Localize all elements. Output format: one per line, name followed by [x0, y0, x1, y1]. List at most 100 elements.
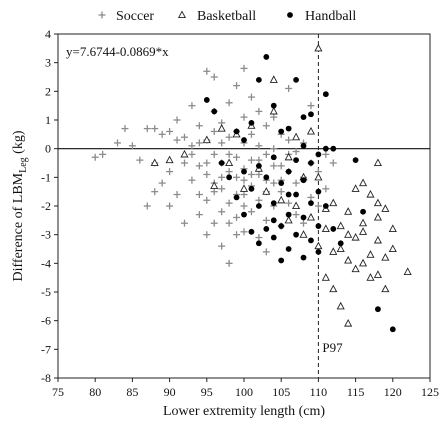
data-point-soccer: [225, 150, 233, 158]
data-point-handball: [389, 326, 396, 333]
y-tick-label: -6: [41, 314, 51, 328]
data-point-handball: [322, 203, 329, 209]
data-point-basketball: [336, 301, 345, 310]
data-point-soccer: [151, 125, 159, 133]
data-point-handball: [293, 231, 299, 238]
data-point-soccer: [218, 208, 226, 216]
data-point-handball: [315, 223, 322, 229]
legend-item-basketball: Basketball: [177, 9, 256, 24]
data-point-soccer: [285, 84, 293, 92]
y-tick-label: -3: [41, 228, 51, 242]
x-tick-label: 85: [126, 385, 138, 399]
y-tick-label: 0: [45, 142, 51, 156]
data-point-soccer: [255, 156, 263, 164]
data-point-handball: [315, 188, 322, 195]
data-point-soccer: [329, 159, 337, 167]
data-point-soccer: [285, 199, 293, 207]
data-point-soccer: [247, 156, 255, 164]
data-point-soccer: [300, 219, 308, 227]
data-point-basketball: [284, 215, 293, 224]
data-point-soccer: [210, 219, 218, 227]
data-point-basketball: [299, 230, 308, 238]
data-point-handball: [285, 246, 292, 252]
data-point-handball: [300, 142, 307, 149]
data-point-handball: [233, 194, 240, 201]
data-point-soccer: [218, 242, 226, 250]
data-point-soccer: [203, 170, 211, 178]
data-point-soccer: [195, 139, 203, 147]
data-point-soccer: [255, 170, 263, 178]
regression-equation: y=7.6744-0.0869*x: [66, 44, 169, 59]
data-point-soccer: [240, 176, 248, 184]
data-point-basketball: [329, 284, 338, 293]
data-point-basketball: [269, 106, 278, 115]
data-point-basketball: [262, 187, 271, 195]
data-point-handball: [300, 254, 307, 261]
data-point-soccer: [136, 156, 144, 164]
data-point-handball: [285, 168, 292, 175]
data-point-basketball: [239, 184, 249, 192]
data-point-handball: [300, 214, 307, 221]
data-point-basketball: [292, 132, 301, 141]
data-point-basketball: [329, 247, 338, 255]
data-point-soccer: [173, 136, 181, 144]
data-point-soccer: [225, 133, 233, 141]
data-point-soccer: [247, 208, 255, 216]
x-tick-label: 110: [310, 385, 328, 399]
data-point-basketball: [329, 198, 338, 207]
data-point-basketball: [284, 152, 293, 161]
legend-label-handball: Handball: [305, 9, 356, 24]
data-point-handball: [241, 137, 247, 143]
y-tick-label: 3: [45, 56, 51, 70]
data-point-handball: [360, 208, 366, 215]
y-axis-title-main: Difference of LBM: [11, 172, 26, 281]
data-point-soccer: [166, 127, 174, 135]
legend-symbol-basketball: [177, 10, 187, 19]
data-point-handball: [300, 114, 307, 121]
data-point-soccer: [143, 202, 151, 210]
data-point-basketball: [366, 250, 375, 258]
data-point-handball: [233, 128, 240, 135]
data-point-basketball: [381, 204, 390, 212]
data-point-basketball: [381, 253, 390, 261]
data-point-basketball: [373, 212, 382, 221]
data-point-handball: [203, 97, 210, 103]
data-point-soccer: [218, 185, 226, 193]
data-point-handball: [375, 306, 381, 313]
x-tick-label: 75: [52, 385, 64, 399]
data-point-handball: [278, 180, 285, 186]
data-point-basketball: [321, 224, 330, 232]
data-point-soccer: [210, 127, 218, 135]
data-point-soccer: [203, 196, 211, 204]
data-point-handball: [322, 91, 329, 98]
data-point-basketball: [344, 207, 353, 215]
data-point-handball: [263, 226, 270, 232]
data-point-soccer: [255, 196, 263, 204]
x-axis: 75 80 85 90 95 100 105 110 115 120 125: [52, 378, 439, 399]
data-point-handball: [308, 160, 314, 166]
data-point-soccer: [225, 168, 233, 176]
legend-marker-soccer: [98, 11, 106, 19]
legend: Soccer Basketball Handball: [98, 9, 356, 24]
y-tick-label: -2: [41, 199, 51, 213]
data-point-soccer: [255, 142, 263, 150]
y-axis: 4 3 2 1 0 -1 -2 -3 -4 -5 -6 -7 -8: [41, 27, 58, 385]
data-point-soccer: [166, 168, 174, 176]
data-point-soccer: [180, 219, 188, 227]
y-tick-label: 1: [45, 113, 51, 127]
data-point-handball: [270, 200, 277, 207]
data-point-soccer: [270, 179, 278, 187]
data-point-soccer: [255, 107, 263, 115]
data-point-soccer: [292, 179, 300, 187]
data-point-soccer: [322, 150, 330, 158]
data-point-soccer: [188, 142, 196, 150]
data-point-soccer: [247, 93, 255, 101]
data-point-basketball: [388, 244, 397, 253]
data-point-soccer: [195, 191, 203, 199]
data-point-soccer: [218, 139, 226, 147]
data-point-handball: [255, 76, 262, 83]
x-tick-label: 95: [201, 385, 213, 399]
data-point-soccer: [195, 211, 203, 219]
